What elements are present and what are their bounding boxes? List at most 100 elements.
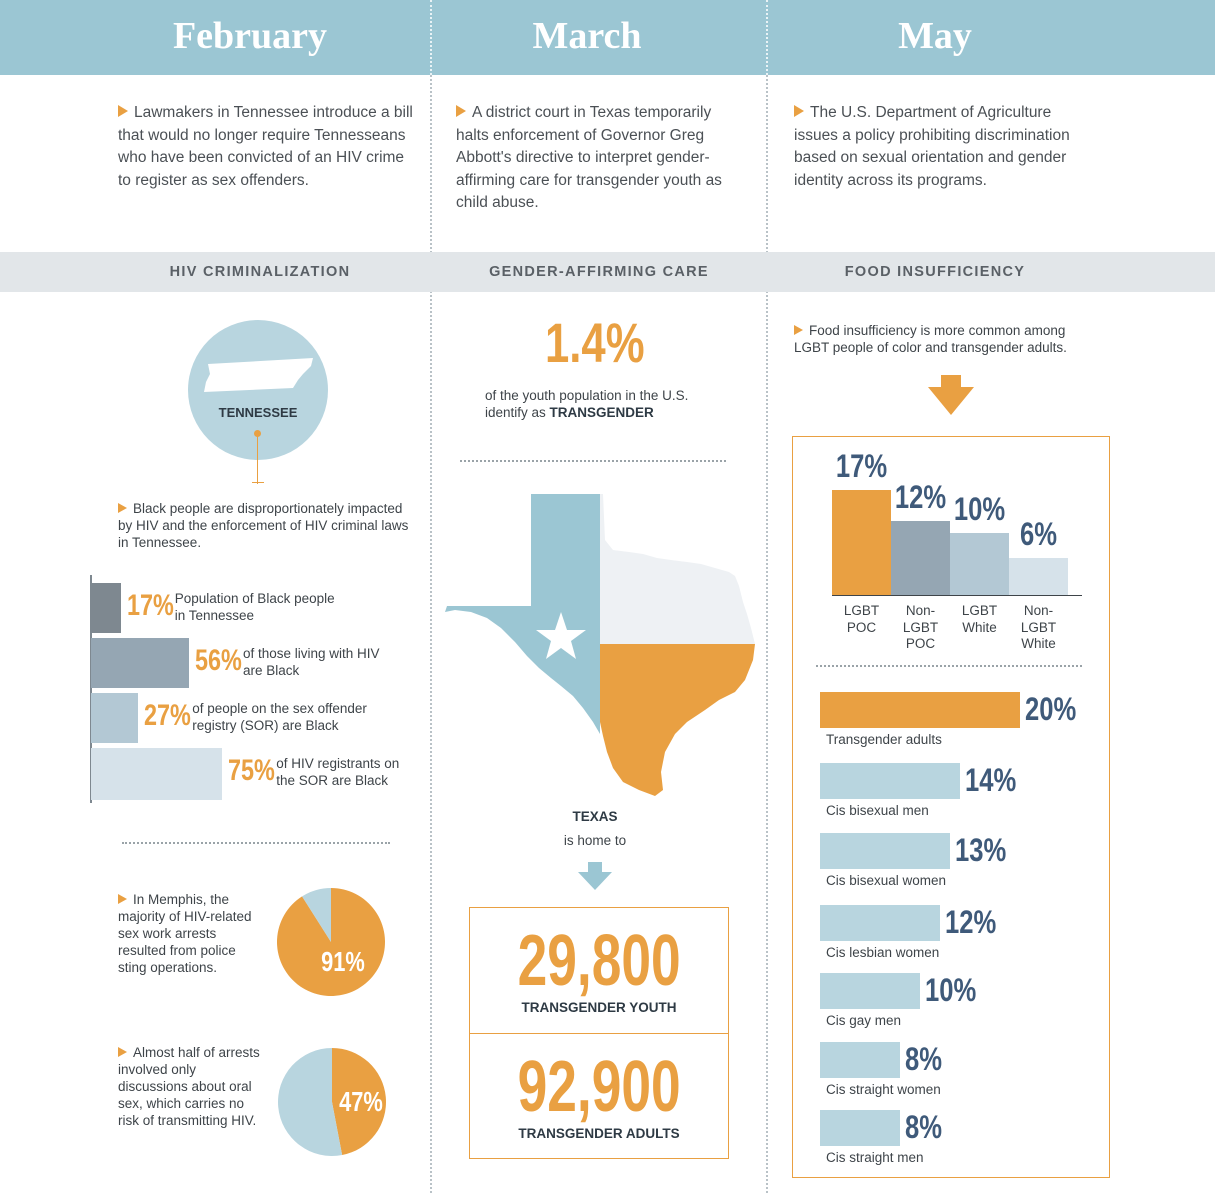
food-hbar bbox=[820, 973, 920, 1009]
food-hbar-category: Cis straight men bbox=[826, 1150, 924, 1165]
pie-slice bbox=[278, 1048, 343, 1156]
food-vbar bbox=[891, 520, 950, 595]
food-hbar bbox=[820, 692, 1020, 728]
connector-end bbox=[252, 482, 264, 483]
youth-pct: 1.4% bbox=[545, 311, 645, 374]
triangle-bullet-icon bbox=[118, 503, 127, 513]
food-vbar-category: LGBT bbox=[961, 603, 998, 618]
tennessee-bar-pct: 17% bbox=[126, 589, 174, 622]
food-statement: Food insufficiency is more common among … bbox=[794, 323, 1067, 355]
arrow-down-icon bbox=[578, 862, 612, 890]
food-vbar bbox=[1009, 557, 1068, 595]
food-hbar-category: Cis lesbian women bbox=[826, 945, 940, 960]
food-vbar-category: White bbox=[1021, 636, 1056, 651]
triangle-bullet-icon bbox=[118, 105, 128, 117]
food-vbar-category: Non- bbox=[905, 603, 936, 618]
youth-desc: of the youth population in the U.S. iden… bbox=[485, 387, 745, 421]
food-hbar-category: Cis bisexual men bbox=[826, 803, 929, 818]
section-title-hiv: HIV CRIMINALIZATION bbox=[169, 264, 351, 280]
food-vbar-label: 10% bbox=[953, 491, 1006, 527]
pie-label: 91% bbox=[321, 946, 365, 977]
section-band bbox=[0, 252, 1215, 292]
adults-count: 92,900 bbox=[517, 1047, 681, 1127]
tennessee-bar-text: Population of Black people bbox=[174, 591, 335, 606]
food-hbar-label: 14% bbox=[965, 762, 1017, 798]
pie-chart-sting: 91% bbox=[277, 888, 385, 996]
month-february: February bbox=[172, 15, 328, 57]
food-hbar-category: Cis straight women bbox=[826, 1082, 941, 1097]
adults-count-wrap: 92,900 bbox=[469, 1046, 729, 1128]
food-vbar-category: POC bbox=[846, 619, 877, 635]
texas-map-icon bbox=[445, 494, 755, 796]
tennessee-bar-text: of people on the sex offender bbox=[192, 701, 367, 716]
bar-axis bbox=[90, 575, 92, 803]
food-hbar bbox=[820, 1042, 900, 1078]
youth-desc-line1: of the youth population in the U.S. bbox=[485, 388, 689, 403]
youth-count: 29,800 bbox=[517, 921, 681, 1001]
intro-may: The U.S. Department of Agriculture issue… bbox=[794, 104, 1070, 189]
food-hbar bbox=[820, 763, 960, 799]
dotted-divider bbox=[460, 460, 726, 462]
dotted-divider bbox=[122, 842, 390, 844]
food-vbar bbox=[832, 489, 891, 595]
triangle-bullet-icon bbox=[456, 105, 466, 117]
food-hbar-label: 12% bbox=[945, 904, 997, 940]
food-chart-box bbox=[792, 436, 1110, 1178]
food-vbar-label: 6% bbox=[1020, 515, 1057, 552]
triangle-bullet-icon bbox=[794, 325, 803, 335]
food-hbar-category: Cis gay men bbox=[826, 1013, 902, 1028]
tennessee-bar-text: of HIV registrants on bbox=[276, 756, 400, 771]
tennessee-bar-text: of those living with HIV bbox=[243, 646, 380, 661]
pie-slice bbox=[332, 1048, 386, 1156]
triangle-bullet-icon bbox=[118, 894, 127, 904]
oral-sex-text: Almost half of arrests involved only dis… bbox=[118, 1045, 260, 1128]
tennessee-bar-chart: 17% Population of Black people in Tennesse… bbox=[0, 0, 430, 1193]
tennessee-bar bbox=[91, 583, 121, 633]
tennessee-bar bbox=[91, 693, 139, 743]
food-vbar-category: POC bbox=[905, 636, 936, 651]
adults-count-label: TRANSGENDER ADULTS bbox=[518, 1126, 680, 1141]
tennessee-map-icon bbox=[204, 358, 313, 392]
header-divider bbox=[430, 0, 432, 75]
tennessee-bar bbox=[91, 638, 189, 688]
tennessee-bar-pct: 27% bbox=[144, 699, 192, 732]
column-divider bbox=[766, 75, 768, 1193]
month-may: May bbox=[898, 15, 972, 57]
triangle-bullet-icon bbox=[794, 105, 804, 117]
arrow-down-icon bbox=[928, 375, 974, 415]
tennessee-bar-pct: 56% bbox=[195, 644, 242, 677]
connector-line bbox=[257, 432, 258, 484]
header-band bbox=[0, 0, 1215, 75]
home-to-label: is home to bbox=[563, 833, 627, 848]
food-hbar-label: 20% bbox=[1025, 691, 1077, 727]
food-hbar bbox=[820, 905, 940, 941]
texas-box-divider bbox=[469, 1033, 729, 1034]
youth-desc-line2: identify as TRANSGENDER bbox=[485, 405, 654, 420]
column-divider bbox=[430, 75, 432, 1193]
hiv-statement: Black people are disproportionately impa… bbox=[118, 501, 409, 550]
food-vbar-category: LGBT bbox=[902, 619, 939, 635]
pie-slice bbox=[302, 888, 331, 942]
pie-chart-oral: 47% bbox=[278, 1048, 386, 1156]
tennessee-bar-text: registry (SOR) are Black bbox=[192, 718, 339, 733]
food-vbar-axis bbox=[832, 595, 1082, 596]
tennessee-bar-text: are Black bbox=[243, 663, 300, 678]
section-title-gac: GENDER-AFFIRMING CARE bbox=[489, 264, 709, 280]
youth-count-label: TRANSGENDER YOUTH bbox=[521, 1000, 677, 1015]
texas-label: TEXAS bbox=[572, 809, 618, 824]
food-hbar-label: 8% bbox=[905, 1041, 942, 1077]
header-divider bbox=[766, 0, 768, 75]
dotted-divider bbox=[816, 665, 1082, 667]
tennessee-bar-text: in Tennessee bbox=[174, 608, 255, 623]
intro-february: Lawmakers in Tennessee introduce a bill … bbox=[118, 104, 413, 189]
food-vbar bbox=[950, 533, 1009, 595]
month-march: March bbox=[532, 15, 642, 57]
intro-march: A district court in Texas temporarily ha… bbox=[456, 104, 722, 211]
food-hbar bbox=[820, 1110, 900, 1146]
food-hbar-category: Cis bisexual women bbox=[826, 873, 947, 888]
tennessee-bar-pct: 75% bbox=[228, 754, 276, 787]
food-vbar-category: LGBT bbox=[1020, 619, 1057, 635]
food-vbar-category: White bbox=[962, 619, 997, 635]
